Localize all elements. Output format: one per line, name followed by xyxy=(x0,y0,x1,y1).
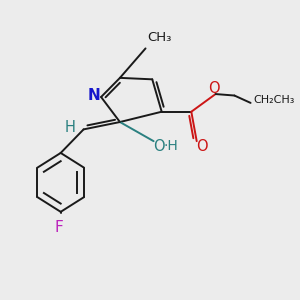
Text: N: N xyxy=(88,88,101,103)
Text: CH₂CH₃: CH₂CH₃ xyxy=(253,95,295,105)
Text: H: H xyxy=(64,120,76,135)
Text: F: F xyxy=(55,220,64,235)
Text: O: O xyxy=(208,81,220,96)
Text: O: O xyxy=(196,139,208,154)
Text: ·H: ·H xyxy=(164,139,178,153)
Text: CH₃: CH₃ xyxy=(147,31,171,44)
Text: O: O xyxy=(153,139,164,154)
